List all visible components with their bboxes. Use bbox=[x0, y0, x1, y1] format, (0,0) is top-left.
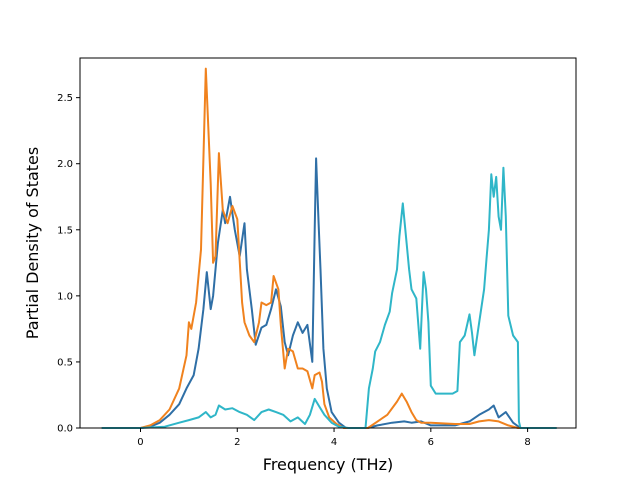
axes-frame bbox=[79, 57, 577, 429]
x-tick-label: 6 bbox=[428, 437, 434, 448]
y-tick-label: 1.5 bbox=[57, 225, 73, 236]
y-axis-label: Partial Density of States bbox=[23, 147, 42, 339]
x-tick-label: 4 bbox=[331, 437, 337, 448]
series-line-1 bbox=[101, 157, 557, 429]
x-axis-label: Frequency (THz) bbox=[263, 455, 393, 474]
series-line-2 bbox=[101, 67, 557, 429]
y-tick-label: 0.0 bbox=[57, 424, 73, 435]
x-axis-ticks: 0 2 4 6 8 bbox=[137, 428, 531, 448]
y-tick-label: 2.0 bbox=[57, 159, 73, 170]
x-tick-label: 0 bbox=[137, 437, 143, 448]
y-tick-label: 0.5 bbox=[57, 357, 73, 368]
x-tick-label: 2 bbox=[234, 437, 240, 448]
y-tick-label: 1.0 bbox=[57, 291, 73, 302]
x-tick-label: 8 bbox=[524, 437, 530, 448]
y-axis-ticks: 0.0 0.5 1.0 1.5 2.0 2.5 bbox=[57, 93, 80, 435]
plot-lines bbox=[101, 67, 557, 429]
y-tick-label: 2.5 bbox=[57, 93, 73, 104]
series-line-3 bbox=[101, 166, 557, 429]
